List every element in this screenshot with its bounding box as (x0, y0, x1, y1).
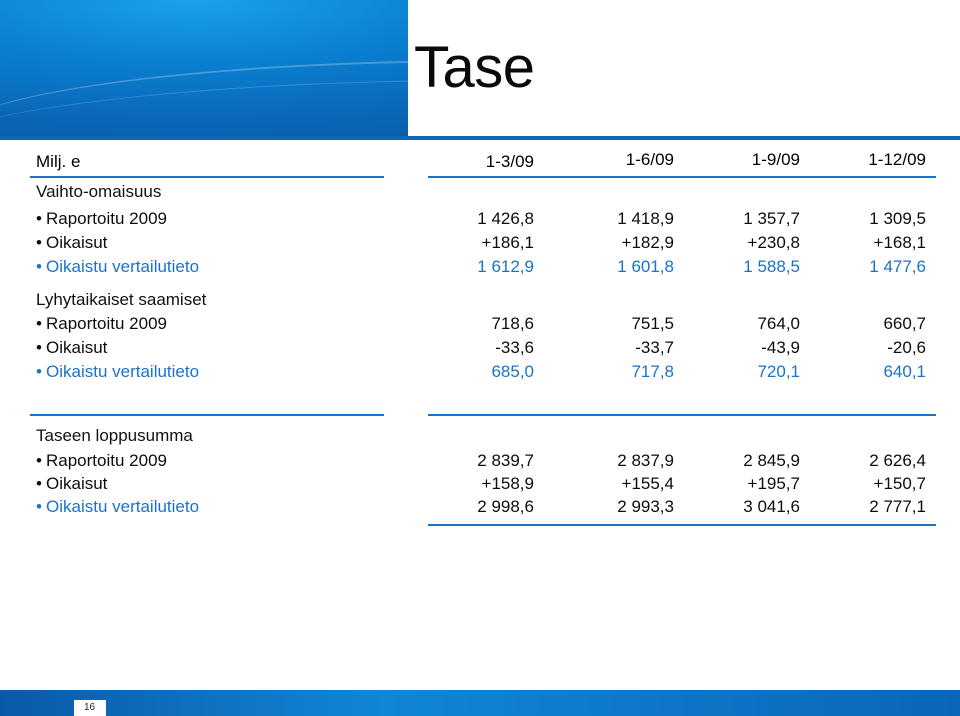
row-label: • Oikaisut (36, 233, 108, 252)
page-number: 16 (84, 702, 96, 713)
row-label: • Oikaistu vertailutieto (36, 257, 200, 276)
row-label: • Oikaistu vertailutieto (36, 362, 200, 381)
value-cell: +186,1 (481, 233, 534, 252)
divider (30, 414, 384, 416)
value-cell: +168,1 (873, 233, 926, 252)
value-cell: 1 309,5 (869, 209, 926, 228)
column-header: 1-6/09 (625, 150, 674, 169)
value-cell: 764,0 (757, 314, 800, 333)
value-cell: 1 357,7 (743, 209, 800, 228)
row-label: • Raportoitu 2009 (36, 451, 167, 470)
row-label: • Raportoitu 2009 (36, 209, 167, 228)
value-cell: 640,1 (883, 362, 926, 381)
value-cell: -33,7 (635, 338, 674, 357)
value-cell: 3 041,6 (743, 497, 800, 516)
value-cell: 718,6 (491, 314, 534, 333)
value-cell: 1 426,8 (477, 209, 534, 228)
page-number-box (74, 700, 106, 716)
page-title: Tase (414, 35, 535, 100)
value-cell: 660,7 (883, 314, 926, 333)
title-panel (408, 0, 960, 136)
divider (428, 524, 936, 526)
value-cell: -33,6 (495, 338, 534, 357)
row-label: • Oikaisut (36, 338, 108, 357)
value-cell: 1 477,6 (869, 257, 926, 276)
value-cell: 751,5 (631, 314, 674, 333)
divider (428, 414, 936, 416)
value-cell: 2 839,7 (477, 451, 534, 470)
row-label: • Oikaistu vertailutieto (36, 497, 200, 516)
column-header: 1-9/09 (751, 150, 800, 169)
value-cell: 1 612,9 (477, 257, 534, 276)
value-cell: +150,7 (873, 474, 926, 493)
divider (30, 176, 384, 178)
value-cell: 2 845,9 (743, 451, 800, 470)
header-strip (0, 136, 960, 140)
value-cell: 685,0 (491, 362, 534, 381)
section-heading: Lyhytaikaiset saamiset (36, 290, 207, 309)
value-cell: +230,8 (747, 233, 800, 252)
section-heading: Vaihto-omaisuus (36, 182, 162, 201)
value-cell: 717,8 (631, 362, 674, 381)
value-cell: +155,4 (621, 474, 674, 493)
value-cell: 2 777,1 (869, 497, 926, 516)
value-cell: -20,6 (887, 338, 926, 357)
value-cell: 2 837,9 (617, 451, 674, 470)
value-cell: +158,9 (481, 474, 534, 493)
column-header: 1-12/09 (868, 150, 926, 169)
unit-label: Milj. e (36, 152, 81, 171)
row-label: • Oikaisut (36, 474, 108, 493)
value-cell: 2 993,3 (617, 497, 674, 516)
section-heading: Taseen loppusumma (36, 426, 193, 445)
value-cell: 1 588,5 (743, 257, 800, 276)
value-cell: 720,1 (757, 362, 800, 381)
value-cell: 1 418,9 (617, 209, 674, 228)
column-header: 1-3/09 (485, 152, 534, 171)
footer-bar (0, 690, 960, 716)
row-label: • Raportoitu 2009 (36, 314, 167, 333)
divider (428, 176, 936, 178)
value-cell: 2 998,6 (477, 497, 534, 516)
value-cell: 2 626,4 (869, 451, 926, 470)
value-cell: +195,7 (747, 474, 800, 493)
value-cell: +182,9 (621, 233, 674, 252)
value-cell: -43,9 (761, 338, 800, 357)
value-cell: 1 601,8 (617, 257, 674, 276)
